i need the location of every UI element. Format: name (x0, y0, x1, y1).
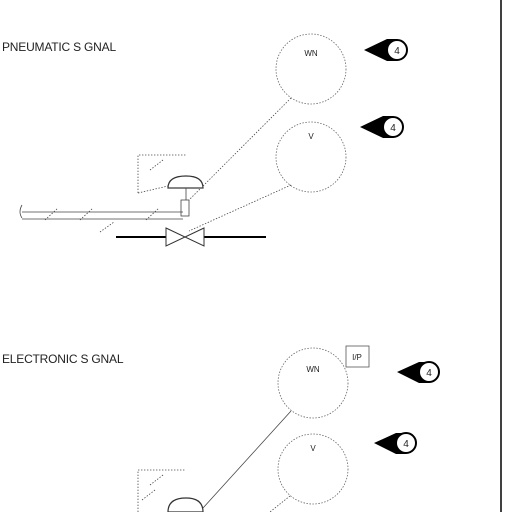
signal-line (188, 184, 292, 232)
ip-converter: I/P (345, 345, 370, 368)
pneumatic-section: PNEUMATIC S GNAL WN V 4 4 (2, 33, 408, 247)
pneumatic-tubing (137, 469, 186, 512)
hatch-mark (44, 207, 59, 221)
electronic-instrument-wn: WN (277, 347, 349, 419)
pneumatic-hatch (149, 159, 164, 171)
pneumatic-instrument-wn: WN (275, 33, 347, 105)
instrument-tag: WN (306, 365, 320, 374)
callout-number: 4 (403, 439, 409, 450)
pneumatic-hatch (149, 474, 164, 486)
pneumatic-tubing (137, 154, 186, 193)
callout-flag: 4 (364, 39, 408, 61)
callout-flag: 4 (360, 116, 404, 138)
instrument-bubble (275, 33, 347, 105)
pneumatic-instrument-v: V (275, 121, 347, 193)
instrument-bubble (277, 347, 349, 419)
hatch-mark (145, 207, 160, 221)
callout-number: 4 (390, 123, 396, 134)
electronic-signal-title: ELECTRONIC S GNAL (2, 352, 124, 366)
converter-tag: I/P (352, 353, 362, 362)
valve-actuator (167, 175, 204, 217)
callout-flag: 4 (397, 361, 440, 383)
hatch-mark (79, 207, 94, 221)
signal-line (269, 495, 291, 513)
pneumatic-tubing (137, 185, 169, 194)
instrument-tag: WN (304, 49, 318, 58)
instrument-bubble (275, 121, 347, 193)
callout-number: 4 (394, 46, 400, 57)
callout-number: 4 (426, 368, 432, 379)
instrument-bubble (277, 433, 349, 505)
hatch-mark (99, 221, 115, 233)
instrument-tag: V (308, 132, 314, 141)
callout-flag: 4 (374, 432, 417, 454)
pneumatic-signal-title: PNEUMATIC S GNAL (2, 40, 116, 54)
instrument-tag: V (310, 444, 316, 453)
electronic-section: ELECTRONIC S GNAL WN V I/P 4 4 (2, 345, 440, 513)
control-valve-body (165, 227, 205, 247)
line-break-symbol (19, 204, 23, 219)
electronic-instrument-v: V (277, 433, 349, 505)
electronic-signal-line (202, 410, 292, 509)
signal-line (186, 97, 292, 203)
valve-actuator (167, 497, 204, 513)
pneumatic-hatch (141, 489, 156, 501)
